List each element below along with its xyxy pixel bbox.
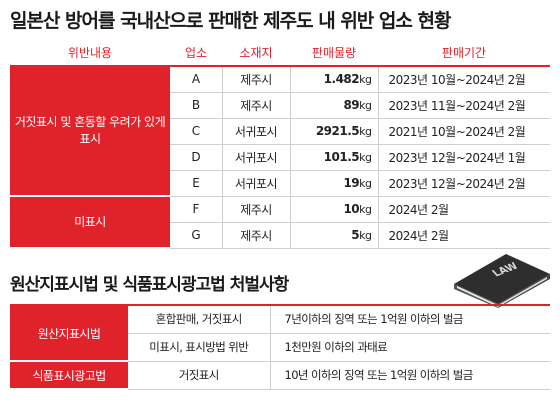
page-title: 일본산 방어를 국내산으로 판매한 제주도 내 위반 업소 현황: [10, 10, 451, 32]
amount-cell: 19kg: [289, 170, 378, 197]
shop-cell: C: [170, 118, 222, 145]
shop-cell: F: [170, 196, 222, 223]
amount-value: 89: [343, 98, 360, 112]
amount-value: 10: [343, 202, 360, 216]
header-location: 소재지: [222, 40, 290, 67]
shop-cell: E: [170, 170, 222, 197]
table-row: E 서귀포시 19kg 2023년 12월~2024년 2월: [10, 170, 550, 197]
table-row: G 제주시 5kg 2024년 2월: [10, 222, 550, 249]
violation-cell: 혼합판매, 거짓표시: [128, 304, 270, 334]
amount-value: 101.5: [323, 150, 360, 164]
amount-unit: kg: [359, 203, 372, 216]
table-row: B 제주시 89kg 2023년 11월~2024년 2월: [10, 92, 550, 119]
amount-cell: 10kg: [289, 196, 378, 223]
category-false-label: 거짓표시 및 혼동할 우려가 있게 표시: [10, 66, 170, 197]
amount-value: 1.482: [323, 72, 360, 87]
location-cell: 서귀포시: [221, 118, 290, 145]
penalty-section-title: 원산지표시법 및 식품표시광고법 처벌사항: [10, 275, 289, 295]
period-cell: 2024년 2월: [377, 222, 550, 249]
violation-table: 위반내용 업소 소재지 판매물량 판매기간 거짓표시 및 혼동할 우려가 있게 …: [10, 40, 550, 249]
location-cell: 제주시: [221, 66, 290, 93]
amount-value: 5: [351, 228, 360, 242]
table-row: 거짓표시 및 혼동할 우려가 있게 표시 A 제주시 1.482kg 2023년…: [10, 66, 550, 197]
amount-cell: 5kg: [289, 222, 378, 249]
location-cell: 서귀포시: [221, 144, 290, 171]
amount-unit: kg: [359, 177, 372, 190]
law-food-label: 식품표시광고법: [10, 361, 128, 390]
amount-value: 19: [343, 176, 360, 190]
table-row: 미표시 F 제주시 10kg 2024년 2월: [10, 196, 550, 249]
amount-cell: 101.5kg: [289, 144, 378, 171]
header-amount: 판매물량: [290, 40, 378, 67]
location-cell: 서귀포시: [221, 170, 290, 197]
law-origin-label: 원산지표시법: [10, 304, 128, 362]
period-cell: 2024년 2월: [377, 196, 550, 223]
violation-cell: 거짓표시: [128, 361, 270, 390]
period-cell: 2023년 12월~2024년 2월: [377, 170, 550, 197]
category-none-text: 미표시: [74, 214, 106, 229]
category-none-label: 미표시: [10, 196, 170, 249]
period-cell: 2021년 10월~2024년 2월: [377, 118, 550, 145]
shop-cell: A: [170, 66, 222, 93]
amount-unit: kg: [359, 229, 372, 242]
penalty-table: 원산지표시법 혼합판매, 거짓표시 7년이하의 징역 또는 1억원 이하의 벌금…: [10, 304, 550, 390]
penalty-cell: 7년이하의 징역 또는 1억원 이하의 벌금: [269, 304, 550, 334]
amount-unit: kg: [359, 125, 372, 138]
table-row: 원산지표시법 혼합판매, 거짓표시 7년이하의 징역 또는 1억원 이하의 벌금: [10, 304, 550, 362]
shop-cell: B: [170, 92, 222, 119]
amount-unit: kg: [359, 73, 372, 87]
category-false-text: 거짓표시 및 혼동할 우려가 있게 표시: [14, 115, 166, 146]
header-period: 판매기간: [378, 40, 550, 67]
amount-cell: 1.482kg: [289, 66, 378, 93]
table-row: 식품표시광고법 거짓표시 10년 이하의 징역 또는 1억원 이하의 벌금: [10, 361, 550, 390]
table-row: D 서귀포시 101.5kg 2023년 12월~2024년 1월: [10, 144, 550, 171]
amount-cell: 2921.5kg: [289, 118, 378, 145]
header-violation: 위반내용: [10, 40, 170, 67]
penalty-cell: 1천만원 이하의 과태료: [269, 333, 550, 362]
period-cell: 2023년 11월~2024년 2월: [377, 92, 550, 119]
header-shop: 업소: [170, 40, 222, 67]
amount-cell: 89kg: [289, 92, 378, 119]
table-row: C 서귀포시 2921.5kg 2021년 10월~2024년 2월: [10, 118, 550, 145]
amount-value: 2921.5: [315, 124, 360, 138]
location-cell: 제주시: [221, 92, 290, 119]
period-cell: 2023년 12월~2024년 1월: [377, 144, 550, 171]
table-row: 미표시, 표시방법 위반 1천만원 이하의 과태료: [10, 333, 550, 362]
shop-cell: D: [170, 144, 222, 171]
table-header-row: 위반내용 업소 소재지 판매물량 판매기간: [10, 40, 550, 67]
amount-unit: kg: [359, 99, 372, 112]
penalty-cell: 10년 이하의 징역 또는 1억원 이하의 벌금: [269, 361, 550, 390]
location-cell: 제주시: [221, 222, 290, 249]
period-cell: 2023년 10월~2024년 2월: [377, 66, 550, 93]
shop-cell: G: [170, 222, 222, 249]
location-cell: 제주시: [221, 196, 290, 223]
law-book-icon: LAW: [454, 254, 550, 308]
violation-cell: 미표시, 표시방법 위반: [128, 333, 270, 362]
amount-unit: kg: [359, 151, 372, 164]
